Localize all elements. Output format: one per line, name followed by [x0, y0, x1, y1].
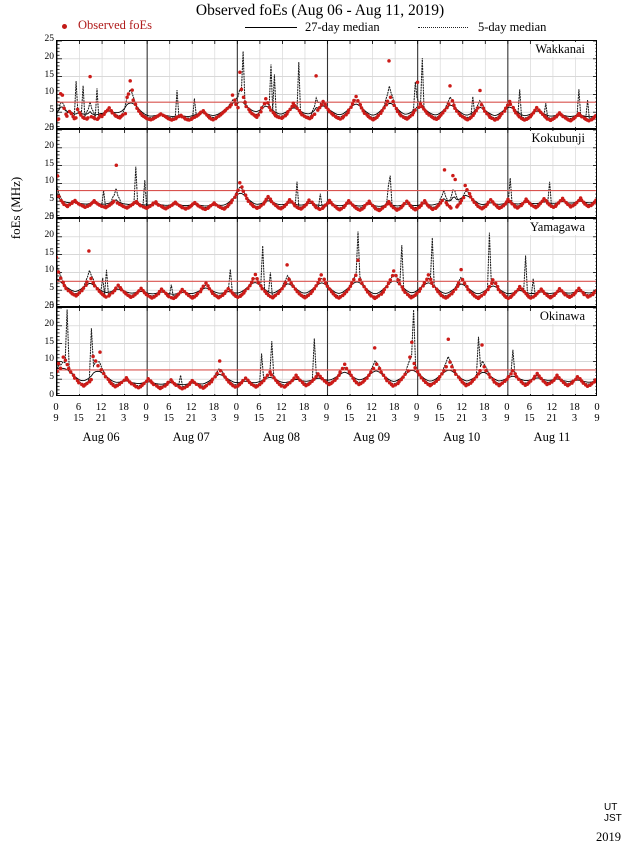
- y-tick-label: 20: [28, 319, 54, 329]
- ut-label: UT: [604, 802, 622, 813]
- panel-plot: [57, 130, 597, 218]
- station-label: Wakkanai: [532, 42, 588, 57]
- y-tick-label: 15: [28, 337, 54, 347]
- y-tick-label: 5: [28, 105, 54, 115]
- y-tick-label: 25: [28, 212, 54, 222]
- legend-median5-line-icon: [418, 27, 468, 28]
- x-day-label: Aug 11: [507, 430, 597, 445]
- x-day-label: Aug 10: [417, 430, 507, 445]
- y-tick-label: 5: [28, 372, 54, 382]
- panel-stack: Wakkanai Kokubunji Yamagawa Okinawa: [56, 40, 597, 396]
- y-tick-label: 15: [28, 248, 54, 258]
- y-tick-label: 25: [28, 34, 54, 44]
- y-tick-label: 20: [28, 52, 54, 62]
- panel-yamagawa: Yamagawa: [56, 218, 597, 307]
- y-tick-label: 25: [28, 123, 54, 133]
- chart-root: Observed foEs (Aug 06 - Aug 11, 2019) Ob…: [0, 0, 640, 457]
- station-label: Kokubunji: [529, 131, 588, 146]
- y-tick-label: 10: [28, 265, 54, 275]
- legend-median27-label: 27-day median: [305, 20, 380, 35]
- y-tick-label: 15: [28, 70, 54, 80]
- x-day-label: Aug 06: [56, 430, 146, 445]
- x-day-label: Aug 08: [236, 430, 326, 445]
- y-tick-label: 10: [28, 87, 54, 97]
- y-axis-title: foEs (MHz): [8, 168, 24, 248]
- y-tick-label: 5: [28, 283, 54, 293]
- panel-plot: [57, 41, 597, 129]
- station-label: Okinawa: [537, 309, 588, 324]
- jst-label: JST: [604, 813, 622, 824]
- panel-plot: [57, 219, 597, 307]
- y-tick-label: 10: [28, 176, 54, 186]
- panel-kokubunji: Kokubunji: [56, 129, 597, 218]
- station-label: Yamagawa: [527, 220, 588, 235]
- panel-plot: [57, 308, 597, 396]
- x-day-label: Aug 09: [327, 430, 417, 445]
- y-tick-label: 20: [28, 230, 54, 240]
- y-tick-label: 20: [28, 141, 54, 151]
- panel-okinawa: Okinawa: [56, 307, 597, 396]
- legend-median27-line-icon: [245, 27, 297, 28]
- legend-observed-marker-icon: [62, 24, 67, 29]
- y-tick-label: 5: [28, 194, 54, 204]
- y-tick-label: 15: [28, 159, 54, 169]
- y-tick-label: 25: [28, 301, 54, 311]
- y-tick-label: 10: [28, 354, 54, 364]
- year-label: 2019: [596, 830, 621, 845]
- ut-jst-labels: UT JST: [604, 802, 622, 824]
- x-day-label: Aug 07: [146, 430, 236, 445]
- legend-median5-label: 5-day median: [478, 20, 546, 35]
- legend-observed-label: Observed foEs: [78, 18, 152, 33]
- panel-wakkanai: Wakkanai: [56, 40, 597, 129]
